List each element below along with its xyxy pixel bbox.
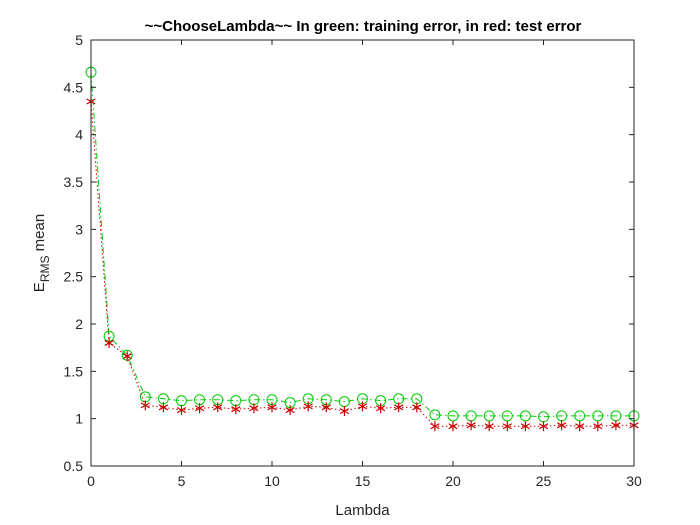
series-1-point	[538, 421, 549, 432]
series-1-point	[213, 402, 223, 413]
series-0-point	[519, 410, 531, 422]
asterisk-stroke	[394, 404, 404, 411]
series-1-point	[231, 404, 241, 415]
asterisk-stroke	[520, 423, 531, 430]
asterisk-stroke	[176, 407, 187, 414]
asterisk-stroke	[593, 423, 603, 430]
asterisk-stroke	[140, 402, 150, 409]
series-1-point	[502, 421, 512, 432]
plot-area	[91, 40, 634, 466]
series-1-point	[556, 420, 567, 431]
y-axis-label-tail: mean	[31, 214, 48, 256]
asterisk-stroke	[484, 423, 494, 430]
series-1-point	[611, 420, 621, 431]
asterisk-stroke	[249, 405, 259, 412]
asterisk-stroke	[285, 407, 295, 414]
y-tick-label: 2	[75, 316, 83, 332]
tick-layer: 0 5 10 15 20 25 30 0.5 1 1.5 2 2.5 3 3.5 4 4.5 5	[64, 32, 642, 489]
y-tick-label: 0.5	[64, 458, 84, 474]
x-tick-label: 25	[536, 473, 552, 489]
series-1-point	[394, 402, 404, 413]
series-1-point	[430, 421, 440, 432]
y-tick-label: 3	[75, 221, 83, 237]
series-1-point	[140, 400, 150, 411]
series-1-point	[448, 421, 458, 432]
asterisk-stroke	[357, 403, 368, 410]
asterisk-stroke	[339, 408, 350, 415]
y-axis-label-subscript: RMS	[38, 256, 52, 283]
asterisk-stroke	[375, 405, 386, 412]
series-1-point	[357, 401, 368, 412]
x-tick-label: 30	[626, 473, 642, 489]
x-tick-label: 5	[178, 473, 186, 489]
series-0-point	[447, 410, 459, 422]
y-tick-label: 2.5	[64, 269, 84, 285]
asterisk-stroke	[194, 405, 205, 412]
y-tick-label: 5	[75, 32, 83, 48]
chart-title: ~~ChooseLambda~~ In green: training erro…	[145, 18, 582, 35]
asterisk-stroke	[267, 404, 277, 411]
y-tick-label: 4	[75, 127, 83, 143]
asterisk-stroke	[122, 353, 132, 360]
x-tick-label: 15	[355, 473, 371, 489]
series-1-point	[104, 337, 114, 348]
series-1-point	[593, 421, 603, 432]
asterisk-stroke	[231, 406, 241, 413]
series-0-point	[501, 410, 513, 422]
asterisk-stroke	[448, 423, 458, 430]
y-tick-label: 3.5	[64, 174, 84, 190]
y-axis-label: ERMS mean	[31, 214, 52, 292]
x-tick-label: 10	[264, 473, 280, 489]
series-1-point	[484, 421, 494, 432]
asterisk-stroke	[104, 339, 114, 346]
asterisk-stroke	[538, 423, 549, 430]
series-0-point	[574, 410, 586, 422]
series-1-point	[520, 421, 531, 432]
series-1-point	[466, 420, 476, 431]
y-tick-label: 1	[75, 411, 83, 427]
series-1-point	[194, 403, 205, 414]
series-1-point	[176, 405, 187, 416]
y-tick-label: 1.5	[64, 363, 84, 379]
asterisk-stroke	[502, 423, 512, 430]
asterisk-stroke	[556, 422, 567, 429]
asterisk-stroke	[466, 422, 476, 429]
series-1-point	[412, 402, 422, 413]
asterisk-stroke	[611, 422, 621, 429]
asterisk-stroke	[213, 404, 223, 411]
asterisk-stroke	[303, 403, 313, 410]
asterisk-stroke	[412, 404, 422, 411]
series-1-point	[249, 403, 259, 414]
x-tick-label: 0	[87, 473, 95, 489]
x-axis-label: Lambda	[335, 502, 390, 519]
asterisk-stroke	[321, 404, 331, 411]
series-1-point	[575, 421, 585, 432]
series-0-line	[90, 72, 634, 418]
x-tick-label: 20	[445, 473, 461, 489]
series-1-point	[285, 405, 295, 416]
series-0-point	[483, 410, 495, 422]
series-1-point	[267, 402, 277, 413]
series-1-point	[303, 401, 313, 412]
series-1-point	[158, 402, 169, 413]
y-tick-label: 4.5	[64, 79, 84, 95]
asterisk-stroke	[158, 404, 169, 411]
series-1-point	[122, 351, 132, 362]
series-1-point	[375, 403, 386, 414]
asterisk-stroke	[430, 423, 440, 430]
series-1-point	[339, 406, 350, 417]
series-1-point	[321, 402, 331, 413]
series-0-point	[429, 409, 441, 421]
y-axis-label-main: E	[31, 282, 48, 292]
asterisk-stroke	[575, 423, 585, 430]
series-0-point	[592, 410, 604, 422]
